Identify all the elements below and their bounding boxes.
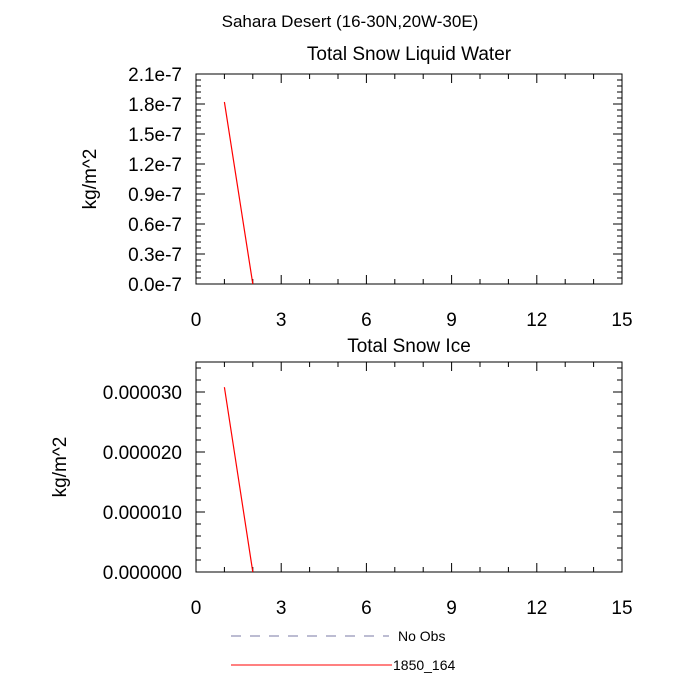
y-tick-label: 0.3e-7 [128, 245, 182, 266]
y-tick-label: 2.1e-7 [128, 65, 182, 86]
y-tick-label: 0.6e-7 [128, 215, 182, 236]
plot-frame [195, 361, 623, 573]
y-tick-label: 0.9e-7 [128, 185, 182, 206]
x-tick-label: 0 [191, 310, 202, 331]
series-line-1850-164 [223, 387, 254, 573]
panel-total-snow-liquid-water: Total Snow Liquid Water 0 3 6 9 12 15 0.0e-7 0.3… [80, 44, 633, 331]
legend-label-1850-164: 1850_164 [393, 657, 456, 673]
x-tick-label: 0 [191, 598, 202, 619]
y-tick-label: 0.000030 [103, 383, 182, 404]
x-tick-label: 12 [526, 310, 547, 331]
series-line-1850-164 [223, 101, 254, 285]
x-tick-label: 12 [526, 598, 547, 619]
x-tick-label: 15 [611, 310, 632, 331]
panel-total-snow-ice: Total Snow Ice 0 3 6 9 12 15 0.000000 0.000010 0.… [50, 336, 633, 619]
panel-title: Total Snow Liquid Water [307, 44, 512, 65]
x-tick-label: 3 [276, 598, 287, 619]
x-tick-label: 6 [361, 310, 372, 331]
x-tick-label: 3 [276, 310, 287, 331]
legend-label-no-obs: No Obs [398, 628, 445, 644]
y-tick-label: 0.000020 [103, 443, 182, 464]
figure-title: Sahara Desert (16-30N,20W-30E) [222, 12, 479, 31]
y-tick-label: 1.5e-7 [128, 125, 182, 146]
x-tick-label: 15 [611, 598, 632, 619]
plot-frame [195, 73, 623, 285]
y-tick-label: 0.000010 [103, 503, 182, 524]
panel-title: Total Snow Ice [347, 336, 471, 357]
x-tick-label: 6 [361, 598, 372, 619]
x-tick-label: 9 [446, 310, 457, 331]
legend: No Obs 1850_164 [231, 628, 456, 673]
x-tick-label: 9 [446, 598, 457, 619]
y-tick-label: 0.0e-7 [128, 275, 182, 296]
y-tick-label: 1.2e-7 [128, 155, 182, 176]
y-axis-label: kg/m^2 [80, 149, 101, 210]
y-axis-label: kg/m^2 [50, 437, 71, 498]
y-tick-label: 0.000000 [103, 563, 182, 584]
y-tick-label: 1.8e-7 [128, 95, 182, 116]
